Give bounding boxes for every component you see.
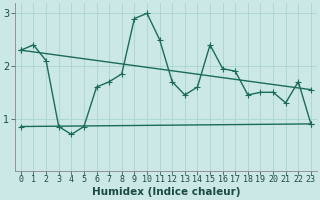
X-axis label: Humidex (Indice chaleur): Humidex (Indice chaleur) — [92, 187, 240, 197]
